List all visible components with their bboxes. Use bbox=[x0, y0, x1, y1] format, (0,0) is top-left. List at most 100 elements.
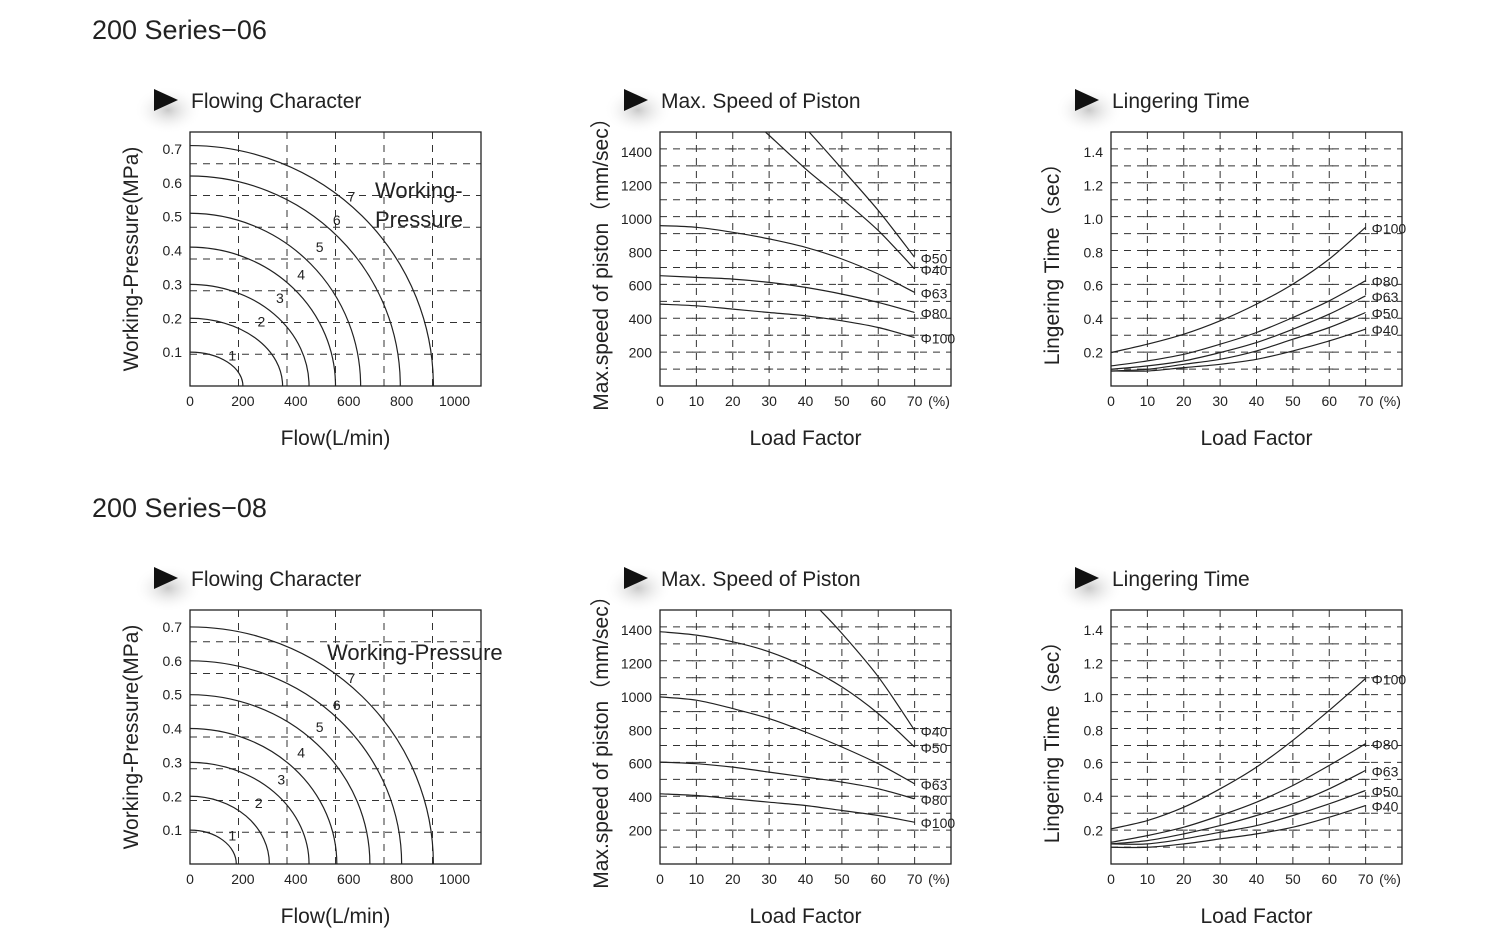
pressure-curve-5 bbox=[189, 694, 371, 865]
series-line-Φ80 bbox=[659, 275, 915, 314]
x-tick-label: 20 bbox=[1176, 871, 1192, 887]
curves bbox=[189, 144, 434, 387]
marker-shadow bbox=[1055, 564, 1123, 612]
y-tick-label: 0.1 bbox=[163, 822, 183, 838]
y-tick-label: 400 bbox=[629, 311, 653, 327]
annotation-label: Working- bbox=[375, 178, 463, 203]
pressure-curve-2 bbox=[189, 795, 270, 865]
x-tick-label: 800 bbox=[390, 871, 414, 887]
y-axis-label: Max.speed of piston（mm/sec） bbox=[590, 585, 613, 888]
pressure-curve-3 bbox=[189, 283, 310, 387]
y-tick-label: 0.8 bbox=[1084, 722, 1104, 738]
y-tick-label: 0.6 bbox=[1084, 756, 1104, 772]
chart-title: Flowing Character bbox=[191, 568, 361, 591]
x-tick-label: 0 bbox=[656, 393, 664, 409]
x-tick-label: 600 bbox=[337, 393, 361, 409]
x-tick-label: 0 bbox=[656, 871, 664, 887]
section-title-08: 200 Series−08 bbox=[92, 493, 267, 523]
x-tick-label: 400 bbox=[284, 393, 308, 409]
x-tick-label: 60 bbox=[870, 871, 886, 887]
curve-number-label: 1 bbox=[228, 827, 236, 843]
x-tick-label: 40 bbox=[798, 393, 814, 409]
chart-lingering-time: Lingering Time 0.2 0.4 0.6 0.8 1.0 1.2 1.4 0 10 20… bbox=[1041, 564, 1406, 928]
chart-flowing-character: Flowing Character 0.1 0.2 0.3 0.4 0.5 0.6 0.7 0 2… bbox=[120, 86, 482, 450]
curve-number-label: 3 bbox=[276, 290, 284, 306]
y-tick-label: 1400 bbox=[621, 622, 652, 638]
y-tick-label: 1000 bbox=[621, 689, 652, 705]
x-tick-label: 30 bbox=[1212, 871, 1228, 887]
y-axis-label: Working-Pressure(MPa) bbox=[120, 625, 143, 850]
y-tick-label: 400 bbox=[629, 789, 653, 805]
series-label: Φ40 bbox=[1372, 322, 1399, 338]
series-label: Φ40 bbox=[921, 262, 948, 278]
y-axis-label: Lingering Time（sec） bbox=[1041, 631, 1064, 843]
gridlines bbox=[660, 132, 951, 386]
series-line-Φ80 bbox=[659, 761, 915, 800]
y-axis-label: Working-Pressure(MPa) bbox=[120, 147, 143, 372]
curve-number-label: 5 bbox=[316, 719, 324, 735]
series-line-Φ100 bbox=[659, 303, 915, 339]
y-tick-label: 0.2 bbox=[1084, 345, 1104, 361]
series-line-Φ100 bbox=[1110, 678, 1366, 830]
series-label: Φ63 bbox=[1372, 289, 1399, 305]
pressure-curve-6 bbox=[189, 175, 401, 387]
y-tick-label: 0.3 bbox=[163, 276, 183, 292]
series-line-Φ50 bbox=[808, 131, 916, 258]
pressure-curve-7 bbox=[189, 144, 434, 387]
grid-cross-ticks bbox=[1143, 626, 1370, 848]
chart-title: Lingering Time bbox=[1112, 90, 1250, 113]
y-tick-label: 1.2 bbox=[1084, 655, 1104, 671]
y-tick-label: 800 bbox=[629, 722, 653, 738]
x-axis-label: Flow(L/min) bbox=[281, 905, 391, 928]
curve-number-label: 7 bbox=[347, 188, 355, 204]
series-line-Φ63 bbox=[1110, 769, 1366, 845]
y-tick-label: 0.5 bbox=[163, 209, 183, 225]
series-line-Φ63 bbox=[659, 225, 915, 293]
x-tick-label: 20 bbox=[725, 871, 741, 887]
annotation-label: Working-Pressure bbox=[327, 640, 503, 665]
y-tick-label: 0.5 bbox=[163, 687, 183, 703]
y-tick-label: 0.2 bbox=[1084, 823, 1104, 839]
x-tick-label: 0 bbox=[1107, 393, 1115, 409]
x-tick-label: 1000 bbox=[439, 871, 470, 887]
y-tick-label: 0.4 bbox=[1084, 789, 1104, 805]
y-axis-label: Lingering Time（sec） bbox=[1041, 153, 1064, 365]
curve-number-label: 4 bbox=[297, 266, 305, 282]
series-label: Φ100 bbox=[1372, 220, 1407, 236]
x-unit-label: (%) bbox=[928, 393, 950, 409]
x-tick-label: 70 bbox=[1358, 393, 1374, 409]
plot-frame bbox=[1110, 609, 1403, 865]
x-tick-label: 10 bbox=[689, 393, 705, 409]
y-tick-label: 0.4 bbox=[163, 721, 183, 737]
annotation-label: Pressure bbox=[375, 207, 463, 232]
x-tick-label: 0 bbox=[186, 871, 194, 887]
y-tick-label: 600 bbox=[629, 756, 653, 772]
curves bbox=[1110, 678, 1366, 849]
curves bbox=[189, 626, 434, 865]
gridlines bbox=[1111, 132, 1402, 386]
x-tick-label: 70 bbox=[1358, 871, 1374, 887]
x-tick-label: 50 bbox=[1285, 393, 1301, 409]
play-marker-icon bbox=[154, 567, 178, 589]
plot-frame bbox=[659, 609, 952, 865]
gridlines bbox=[660, 610, 951, 864]
curves bbox=[1110, 226, 1366, 372]
x-unit-label: (%) bbox=[928, 871, 950, 887]
y-tick-label: 0.4 bbox=[1084, 311, 1104, 327]
curve-number-label: 4 bbox=[297, 744, 305, 760]
marker-shadow bbox=[604, 564, 672, 612]
x-tick-label: 40 bbox=[1249, 871, 1265, 887]
curves bbox=[659, 131, 916, 339]
chart-title: Max. Speed of Piston bbox=[661, 568, 861, 591]
series-label: Φ40 bbox=[921, 723, 948, 739]
pressure-curve-4 bbox=[189, 727, 338, 865]
x-tick-label: 600 bbox=[337, 871, 361, 887]
series-line-Φ40 bbox=[765, 131, 916, 270]
gridlines bbox=[190, 132, 481, 386]
chart-title: Flowing Character bbox=[191, 90, 361, 113]
y-tick-label: 800 bbox=[629, 244, 653, 260]
y-tick-label: 0.6 bbox=[163, 175, 183, 191]
y-tick-label: 200 bbox=[629, 823, 653, 839]
series-label: Φ100 bbox=[1372, 672, 1407, 688]
